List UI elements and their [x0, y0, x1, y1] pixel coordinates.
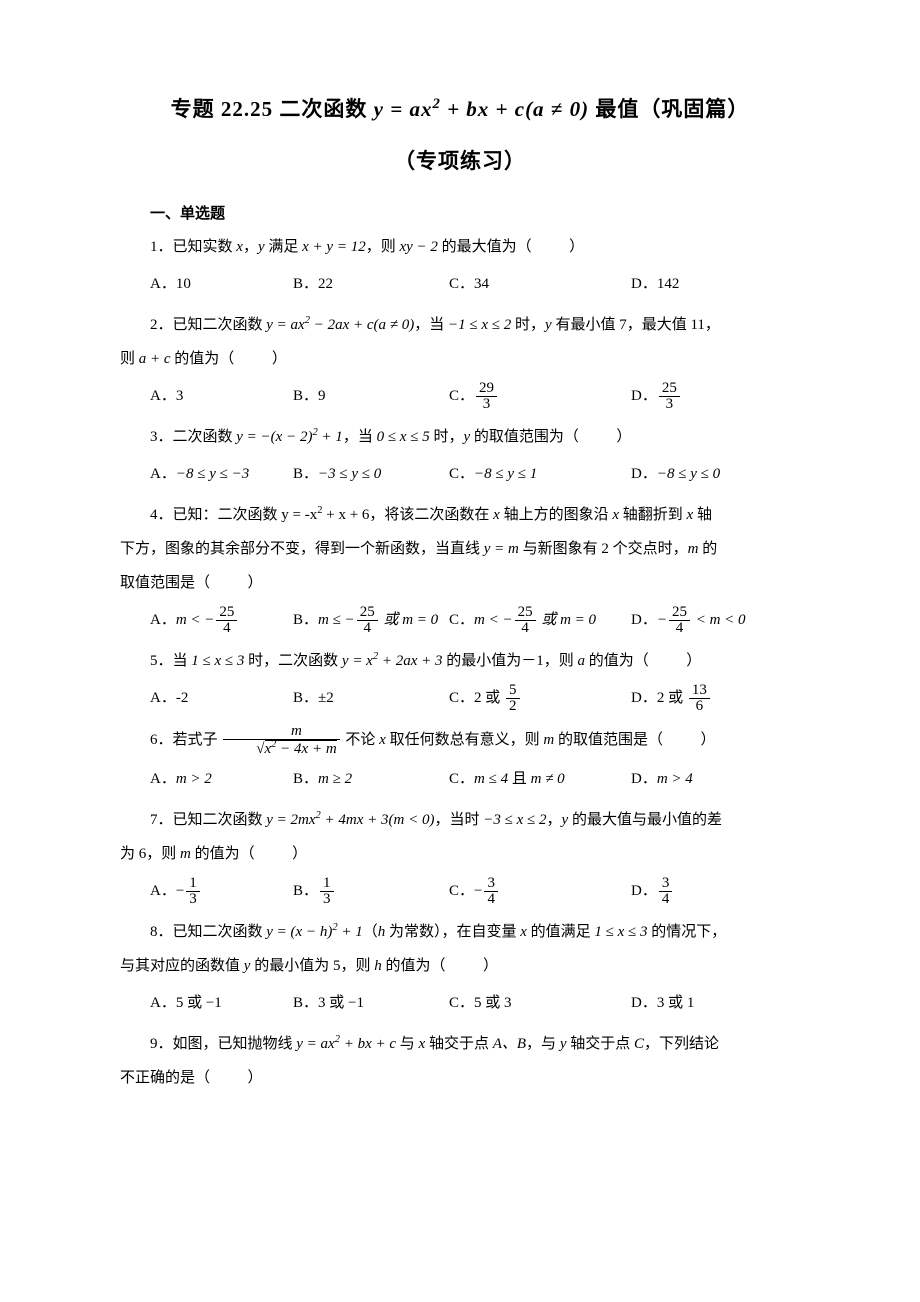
section-heading: 一、单选题 [120, 200, 800, 229]
q5-options: A．-2 B．±2 C．2 或 52 D．2 或 136 [120, 680, 800, 716]
q5-eq1: 1 ≤ x ≤ 3 [191, 653, 244, 669]
q7-opt-c: C．−34 [449, 873, 631, 909]
q7-stem: 7．已知二次函数 y = 2mx2 + 4mx + 3(m < 0)，当时 −3… [120, 805, 800, 835]
q5-opt-c: C．2 或 52 [449, 680, 631, 716]
q2-eq2: −1 ≤ x ≤ 2 [448, 317, 511, 333]
q8-opt-a: A．5 或 −1 [150, 985, 293, 1021]
q2-opt-c: C．293 [449, 378, 631, 414]
q9-eq1: y = ax2 + bx + c [296, 1036, 396, 1052]
q5-opt-d: D．2 或 136 [631, 680, 800, 716]
q3-opt-a: A．−8 ≤ y ≤ −3 [150, 456, 293, 492]
q2-opt-a: A．3 [150, 378, 293, 414]
q6-opt-b: B．m ≥ 2 [293, 761, 449, 797]
q5-eq2: y = x2 + 2ax + 3 [342, 653, 443, 669]
q6-stem: 6．若式子 m√x2 − 4x + m 不论 x 取任何数总有意义，则 m 的取… [120, 724, 800, 757]
q7-opt-a: A．−13 [150, 873, 293, 909]
q1-opt-a: A．10 [150, 266, 293, 302]
q8-options: A．5 或 −1 B．3 或 −1 C．5 或 3 D．3 或 1 [120, 985, 800, 1021]
q1-eq2: xy − 2 [399, 239, 437, 255]
q1-stem: 1．已知实数 x，y 满足 x + y = 12，则 xy − 2 的最大值为（… [120, 232, 800, 262]
q8-eq2: 1 ≤ x ≤ 3 [594, 924, 647, 940]
q4-eq1: y = -x2 + x + 6 [281, 507, 369, 523]
q1-opt-b: B．22 [293, 266, 449, 302]
q8-line2: 与其对应的函数值 y 的最小值为 5，则 h 的值为（） [120, 951, 800, 981]
q4-eq2: y = m [484, 541, 519, 557]
q8-eq1: y = (x − h)2 + 1 [266, 924, 362, 940]
q6-opt-d: D．m > 4 [631, 761, 800, 797]
q4-opt-a: A．m < −254 [150, 602, 293, 638]
q9-stem: 9．如图，已知抛物线 y = ax2 + bx + c 与 x 轴交于点 A、B… [120, 1029, 800, 1059]
q1-opt-c: C．34 [449, 266, 631, 302]
q4-stem: 4．已知：二次函数 y = -x2 + x + 6，将该二次函数在 x 轴上方的… [120, 500, 800, 530]
q7-opt-d: D．34 [631, 873, 800, 909]
title-prefix: 专题 22.25 二次函数 [171, 97, 374, 121]
q7-opt-b: B．13 [293, 873, 449, 909]
q3-opt-c: C．−8 ≤ y ≤ 1 [449, 456, 631, 492]
q7-eq1: y = 2mx2 + 4mx + 3(m < 0) [266, 812, 434, 828]
q2-line2: 则 a + c 的值为（） [120, 344, 800, 374]
q2-eq3: a + c [139, 351, 171, 367]
title-suffix: 最值（巩固篇） [589, 97, 749, 121]
q3-eq2: 0 ≤ x ≤ 5 [377, 429, 430, 445]
q2-opt-d: D．253 [631, 378, 800, 414]
page-title: 专题 22.25 二次函数 y = ax2 + bx + c(a ≠ 0) 最值… [120, 90, 800, 130]
q7-options: A．−13 B．13 C．−34 D．34 [120, 873, 800, 909]
q8-opt-b: B．3 或 −1 [293, 985, 449, 1021]
q3-options: A．−8 ≤ y ≤ −3 B．−3 ≤ y ≤ 0 C．−8 ≤ y ≤ 1 … [120, 456, 800, 492]
q6-opt-c: C．m ≤ 4 且 m ≠ 0 [449, 761, 631, 797]
q6-options: A．m > 2 B．m ≥ 2 C．m ≤ 4 且 m ≠ 0 D．m > 4 [120, 761, 800, 797]
q8-opt-c: C．5 或 3 [449, 985, 631, 1021]
q4-line3: 取值范围是（） [120, 568, 800, 598]
q6-frac: m√x2 − 4x + m [223, 724, 339, 757]
q8-opt-d: D．3 或 1 [631, 985, 800, 1021]
q5-stem: 5．当 1 ≤ x ≤ 3 时，二次函数 y = x2 + 2ax + 3 的最… [120, 646, 800, 676]
q2-eq1: y = ax2 − 2ax + c(a ≠ 0) [266, 317, 414, 333]
q4-opt-c: C．m < −254 或 m = 0 [449, 602, 631, 638]
q3-opt-d: D．−8 ≤ y ≤ 0 [631, 456, 800, 492]
q3-eq1: y = −(x − 2)2 + 1 [236, 429, 343, 445]
q4-line2: 下方，图象的其余部分不变，得到一个新函数，当直线 y = m 与新图象有 2 个… [120, 534, 800, 564]
q3-opt-b: B．−3 ≤ y ≤ 0 [293, 456, 449, 492]
q7-eq2: −3 ≤ x ≤ 2 [483, 812, 546, 828]
q2-opt-b: B．9 [293, 378, 449, 414]
q4-opt-d: D．−254 < m < 0 [631, 602, 800, 638]
subtitle: （专项练习） [120, 142, 800, 182]
q5-opt-b: B．±2 [293, 680, 449, 716]
q3-stem: 3．二次函数 y = −(x − 2)2 + 1，当 0 ≤ x ≤ 5 时，y… [120, 422, 800, 452]
q4-options: A．m < −254 B．m ≤ −254 或 m = 0 C．m < −254… [120, 602, 800, 638]
q8-stem: 8．已知二次函数 y = (x − h)2 + 1（h 为常数），在自变量 x … [120, 917, 800, 947]
q4-opt-b: B．m ≤ −254 或 m = 0 [293, 602, 449, 638]
q5-opt-a: A．-2 [150, 680, 293, 716]
q9-line2: 不正确的是（） [120, 1063, 800, 1093]
q6-opt-a: A．m > 2 [150, 761, 293, 797]
q1-eq1: x + y = 12 [302, 239, 366, 255]
q2-options: A．3 B．9 C．293 D．253 [120, 378, 800, 414]
q7-line2: 为 6，则 m 的值为（） [120, 839, 800, 869]
q1-opt-d: D．142 [631, 266, 800, 302]
q2-stem: 2．已知二次函数 y = ax2 − 2ax + c(a ≠ 0)，当 −1 ≤… [120, 310, 800, 340]
title-formula: y = ax2 + bx + c(a ≠ 0) [374, 97, 589, 121]
q1-options: A．10 B．22 C．34 D．142 [120, 266, 800, 302]
